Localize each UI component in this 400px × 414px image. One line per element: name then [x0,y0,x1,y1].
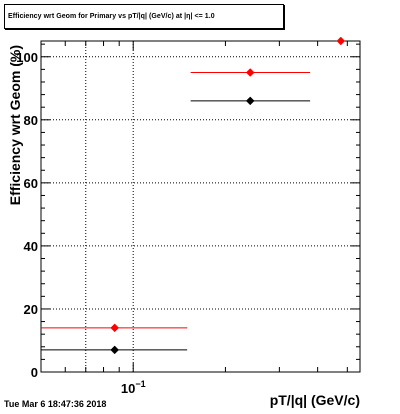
y-tick-label: 0 [31,365,38,380]
x-tick-base: 10 [121,381,135,396]
plot-frame [40,40,361,373]
grid [41,41,360,372]
y-tick-label: 100 [16,50,38,65]
plot-title-box: Efficiency wrt Geom for Primary vs pT/|q… [4,4,284,29]
axis-labels: Efficiency wrt Geom (%) pT/|q| (GeV/c) 1… [7,45,360,408]
error-bars [41,72,311,351]
axis-ticks: 0 20 40 60 80 100 [16,41,360,380]
x-tick-label: 10−1 [121,379,146,396]
y-tick-label: 80 [24,113,38,128]
marker-series-1 [110,323,120,333]
y-tick-label: 40 [24,239,38,254]
marker-series-1 [336,36,346,46]
data-markers [110,36,346,355]
marker-series-0 [245,96,255,106]
plot-title: Efficiency wrt Geom for Primary vs pT/|q… [8,13,215,20]
timestamp: Tue Mar 6 18:47:36 2018 [4,399,107,409]
y-tick-label: 60 [24,176,38,191]
marker-series-0 [110,345,120,355]
y-tick-label: 20 [24,302,38,317]
x-axis-label: pT/|q| (GeV/c) [270,392,360,408]
marker-series-1 [245,68,255,77]
y-axis-label: Efficiency wrt Geom (%) [7,45,23,205]
x-tick-exponent: −1 [135,379,145,389]
